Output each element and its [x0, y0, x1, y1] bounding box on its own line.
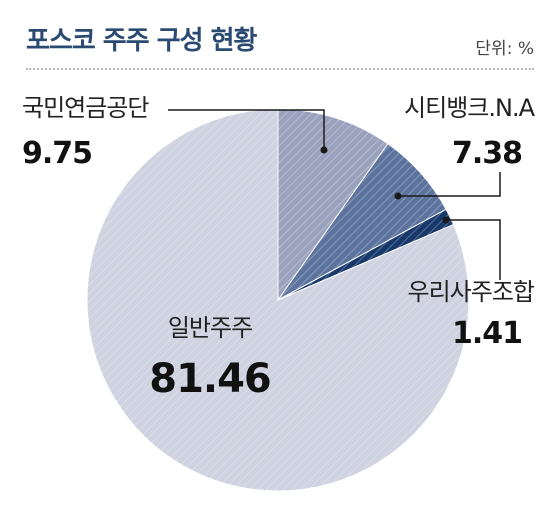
leader-lines: [168, 109, 501, 280]
leader-line-1: [168, 109, 325, 150]
pie-slice-hatch-1: [278, 109, 388, 300]
pie-hatching: [86, 109, 469, 491]
slice-value-2: 7.38: [452, 136, 522, 171]
title-divider: [26, 68, 534, 70]
slice-label-1: 국민연금공단: [22, 94, 149, 122]
chart-title: 포스코 주주 구성 현황: [26, 26, 257, 56]
leader-dot-3: [442, 216, 450, 224]
leader-dot-1: [320, 146, 328, 154]
slice-label-2: 시티뱅크.N.A: [404, 94, 536, 122]
leader-line-2: [398, 172, 501, 197]
slice-value-3: 1.41: [452, 316, 522, 351]
slice-label-4: 일반주주: [168, 314, 252, 342]
leader-line-3: [446, 219, 501, 280]
unit-label: 단위: %: [475, 39, 534, 59]
slice-labels: 국민연금공단 9.75 시티뱅크.N.A 7.38 우리사주조합 1.41 일반주주 81.4…: [22, 94, 537, 402]
pie-slice-hatch-3: [278, 209, 454, 300]
slice-value-4: 81.46: [149, 356, 271, 402]
pie-slice-hatch-2: [278, 143, 447, 300]
slice-value-1: 9.75: [22, 136, 92, 171]
pie-slice-hatch-4: [86, 109, 469, 491]
slice-label-3: 우리사주조합: [408, 278, 535, 306]
leader-dot-2: [394, 192, 402, 200]
